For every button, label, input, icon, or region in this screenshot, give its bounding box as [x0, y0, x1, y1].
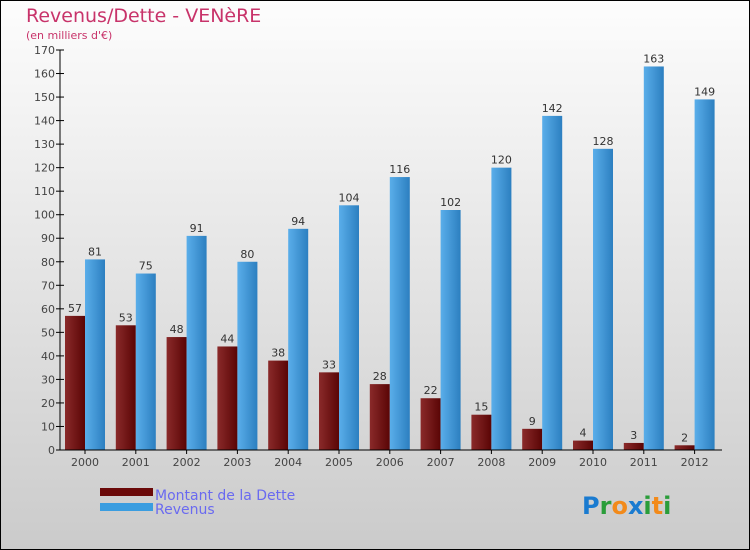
y-tick-label: 10: [41, 420, 55, 433]
svg-text:Proxiti: Proxiti: [582, 492, 671, 520]
y-tick-label: 140: [34, 115, 55, 128]
data-label: 3: [630, 429, 637, 442]
y-tick-label: 160: [34, 68, 55, 81]
data-label: 81: [88, 245, 102, 258]
data-label: 44: [220, 332, 234, 345]
data-label: 128: [593, 135, 614, 148]
data-label: 75: [139, 260, 153, 273]
x-tick-label: 2012: [681, 456, 709, 469]
proxiti-logo: Proxiti: [582, 492, 671, 520]
bar-dette: [319, 372, 339, 450]
x-tick-label: 2007: [427, 456, 455, 469]
bar-dette: [573, 440, 593, 450]
bar-dette: [217, 346, 238, 450]
legend-label-dette: Montant de la Dette: [155, 488, 295, 504]
x-tick-label: 2001: [122, 456, 150, 469]
bar-revenus: [643, 66, 664, 451]
data-label: 48: [170, 323, 184, 336]
data-label: 94: [291, 215, 305, 228]
data-label: 38: [271, 347, 285, 360]
data-label: 28: [373, 370, 387, 383]
bar-revenus: [491, 167, 512, 450]
x-tick-label: 2002: [173, 456, 201, 469]
bar-dette: [420, 398, 441, 450]
data-label: 15: [474, 401, 488, 414]
bar-revenus: [440, 210, 461, 450]
y-tick-label: 110: [34, 185, 55, 198]
x-tick-label: 2006: [376, 456, 404, 469]
chart-title: Revenus/Dette - VENèRE: [26, 5, 262, 27]
bar-revenus: [694, 99, 715, 450]
data-label: 120: [491, 154, 512, 167]
bar-dette: [522, 428, 543, 450]
data-label: 22: [424, 384, 438, 397]
bar-dette: [471, 414, 492, 450]
y-tick-label: 120: [34, 162, 55, 175]
legend-swatch-dette: [100, 488, 153, 496]
bar-revenus: [389, 177, 410, 450]
bar-revenus: [186, 235, 207, 450]
y-tick-label: 100: [34, 209, 55, 222]
y-tick-label: 0: [48, 444, 55, 457]
x-tick-label: 2005: [325, 456, 353, 469]
y-tick-label: 90: [41, 232, 55, 245]
data-label: 57: [68, 302, 82, 315]
x-tick-label: 2010: [579, 456, 607, 469]
data-label: 104: [339, 191, 360, 204]
data-label: 149: [694, 85, 715, 98]
y-tick-label: 20: [41, 397, 55, 410]
x-tick-label: 2009: [528, 456, 556, 469]
y-tick-label: 40: [41, 350, 55, 363]
data-label: 116: [389, 163, 410, 176]
data-label: 9: [529, 415, 536, 428]
x-tick-label: 2008: [477, 456, 505, 469]
bar-revenus: [237, 261, 258, 450]
data-label: 33: [322, 358, 336, 371]
y-tick-label: 30: [41, 373, 55, 386]
x-tick-label: 2011: [630, 456, 658, 469]
x-tick-label: 2000: [71, 456, 99, 469]
y-tick-label: 70: [41, 279, 55, 292]
y-tick-label: 170: [34, 44, 55, 57]
bar-dette: [166, 337, 187, 450]
data-label: 80: [240, 248, 254, 261]
bar-dette: [674, 445, 695, 450]
y-tick-label: 50: [41, 326, 55, 339]
bar-dette: [65, 315, 85, 450]
y-tick-label: 130: [34, 138, 55, 151]
bar-dette: [369, 384, 390, 450]
data-label: 102: [440, 196, 461, 209]
legend-label-revenus: Revenus: [155, 502, 215, 518]
bar-revenus: [135, 273, 156, 450]
bar-revenus: [288, 228, 309, 450]
bar-revenus: [85, 259, 105, 450]
data-label: 91: [190, 222, 204, 235]
chart-subtitle: (en milliers d'€): [26, 29, 113, 42]
bar-dette: [623, 442, 644, 450]
bar-revenus: [339, 205, 359, 450]
data-label: 2: [681, 431, 688, 444]
y-tick-label: 150: [34, 91, 55, 104]
data-label: 4: [580, 427, 587, 440]
data-label: 163: [643, 52, 664, 65]
x-tick-label: 2003: [223, 456, 251, 469]
bar-dette: [115, 325, 136, 450]
bar-revenus: [542, 115, 563, 450]
bar-dette: [268, 360, 289, 450]
data-label: 142: [542, 102, 563, 115]
data-label: 53: [119, 311, 133, 324]
y-tick-label: 60: [41, 303, 55, 316]
x-tick-label: 2004: [274, 456, 302, 469]
bar-revenus: [593, 148, 613, 450]
legend-swatch-revenus: [100, 503, 153, 511]
y-tick-label: 80: [41, 256, 55, 269]
